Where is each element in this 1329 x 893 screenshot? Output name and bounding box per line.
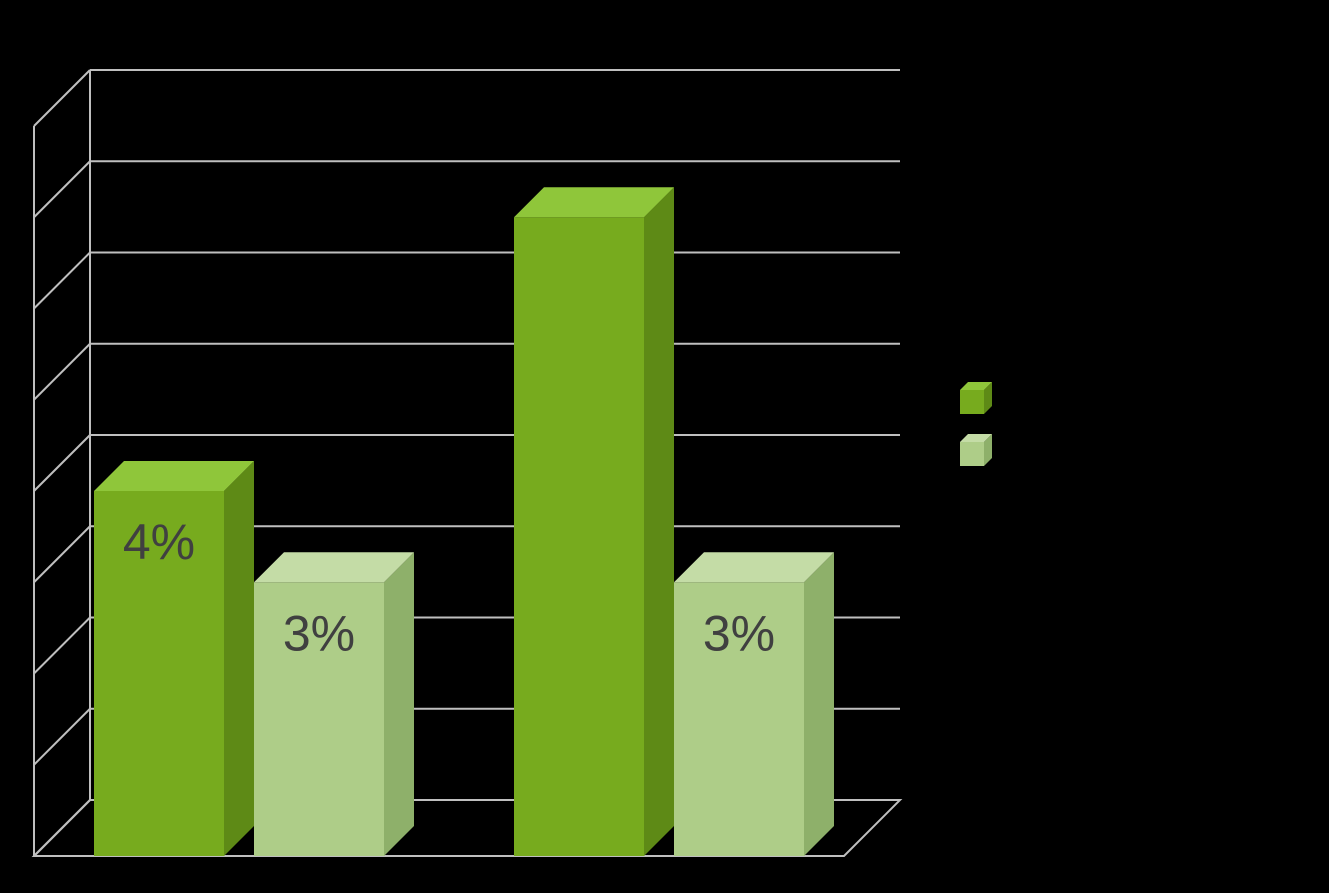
- bar-data-label: 3%: [283, 605, 355, 661]
- legend-swatch-front: [960, 442, 984, 466]
- bar: 3%: [674, 552, 834, 856]
- bar-chart-3d: 4% 3% 3%: [0, 0, 1329, 893]
- legend-swatch-front: [960, 390, 984, 414]
- bar-data-label: 3%: [703, 605, 775, 661]
- bar: 4%: [94, 461, 254, 856]
- bar-front: [514, 217, 644, 856]
- bar-side: [644, 187, 674, 856]
- bar-side: [804, 552, 834, 856]
- bar-data-label: 4%: [123, 514, 195, 570]
- legend-item: [960, 382, 992, 414]
- bar-side: [224, 461, 254, 856]
- legend-item: [960, 434, 992, 466]
- bar-side: [384, 552, 414, 856]
- bar: [514, 187, 674, 856]
- bar: 3%: [254, 552, 414, 856]
